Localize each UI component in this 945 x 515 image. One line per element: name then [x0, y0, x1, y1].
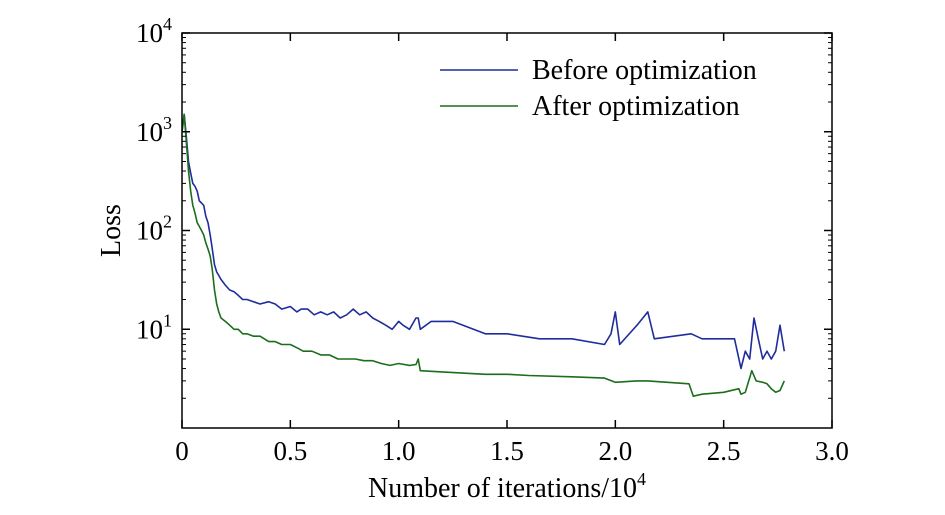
legend-label-before-optimization: Before optimization: [532, 55, 757, 86]
y-tick-exponent: 2: [163, 212, 172, 232]
y-tick-label: 103: [136, 113, 172, 147]
y-tick-exponent: 1: [163, 310, 172, 330]
x-tick-label: 3.0: [815, 436, 849, 466]
legend-label-after-optimization: After optimization: [532, 91, 740, 122]
x-tick-label: 2.0: [598, 436, 632, 466]
x-tick-label: 1.5: [490, 436, 524, 466]
y-tick-label: 101: [136, 310, 172, 344]
series-line-after-optimization: [182, 113, 786, 398]
y-tick-exponent: 3: [163, 113, 172, 133]
x-axis-title-superscript: 4: [637, 469, 646, 489]
x-axis-title-text: Number of iterations/10: [368, 473, 637, 504]
y-tick-base: 10: [136, 216, 163, 246]
y-tick-label: 104: [136, 14, 172, 48]
x-axis-title: Number of iterations/104: [368, 469, 646, 504]
x-tick-label: 0.5: [273, 436, 307, 466]
axes-layer: 0 0.5 1.0 1.5 2.0 2.5 3.0101102103104LossNumbe…: [96, 14, 849, 504]
y-tick-label: 102: [136, 212, 172, 246]
y-tick-base: 10: [136, 314, 163, 344]
y-tick-base: 10: [136, 18, 163, 48]
y-tick-base: 10: [136, 117, 163, 147]
y-tick-exponent: 4: [163, 14, 172, 34]
x-tick-label: 0: [175, 436, 189, 466]
series-line-before-optimization: [182, 113, 786, 370]
y-axis-title: Loss: [96, 204, 127, 257]
x-tick-label: 2.5: [707, 436, 741, 466]
legend: Before optimization After optimization: [440, 55, 757, 122]
x-tick-label: 1.0: [382, 436, 416, 466]
plot-layer: [182, 113, 786, 398]
